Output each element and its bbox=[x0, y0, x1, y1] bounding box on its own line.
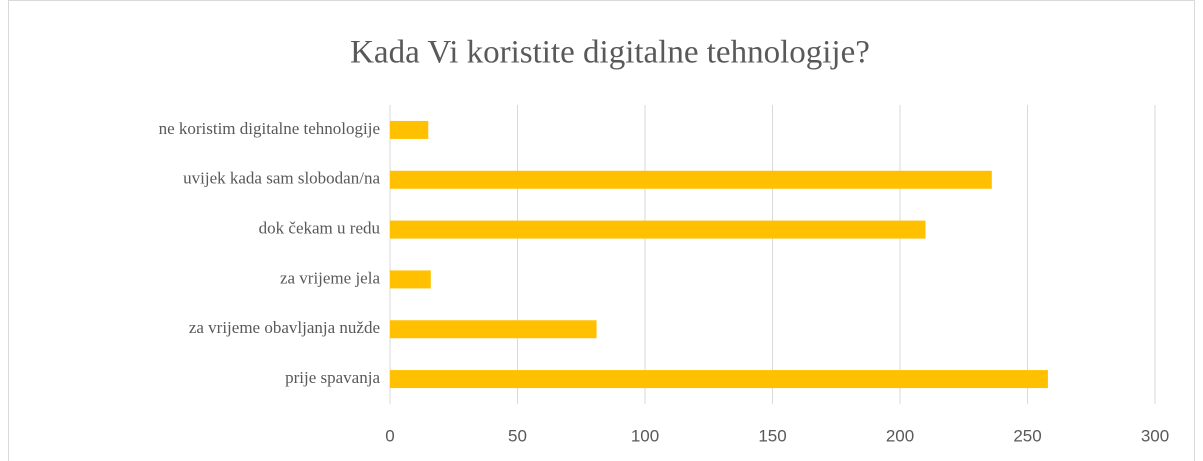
x-tick-label: 200 bbox=[886, 426, 914, 445]
bar bbox=[390, 170, 992, 189]
y-tick-label: za vrijeme jela bbox=[280, 268, 381, 287]
x-tick-label: 0 bbox=[385, 426, 394, 445]
y-tick-label: dok čekam u redu bbox=[259, 218, 381, 237]
x-tick-label: 50 bbox=[508, 426, 527, 445]
chart-title: Kada Vi koristite digitalne tehnologije? bbox=[350, 35, 870, 71]
y-tick-label: uvijek kada sam slobodan/na bbox=[183, 169, 380, 188]
bar bbox=[390, 220, 926, 239]
x-tick-label: 300 bbox=[1141, 426, 1169, 445]
x-tick-label: 150 bbox=[758, 426, 786, 445]
y-tick-label: prije spavanja bbox=[285, 368, 380, 387]
y-tick-label: ne koristim digitalne tehnologije bbox=[159, 119, 380, 138]
bar bbox=[390, 320, 597, 339]
x-tick-label: 100 bbox=[631, 426, 659, 445]
bar bbox=[390, 370, 1048, 389]
x-tick-label: 250 bbox=[1013, 426, 1041, 445]
bar bbox=[390, 270, 431, 289]
bar bbox=[390, 120, 429, 139]
y-tick-label: za vrijeme obavljanja nužde bbox=[189, 318, 380, 337]
